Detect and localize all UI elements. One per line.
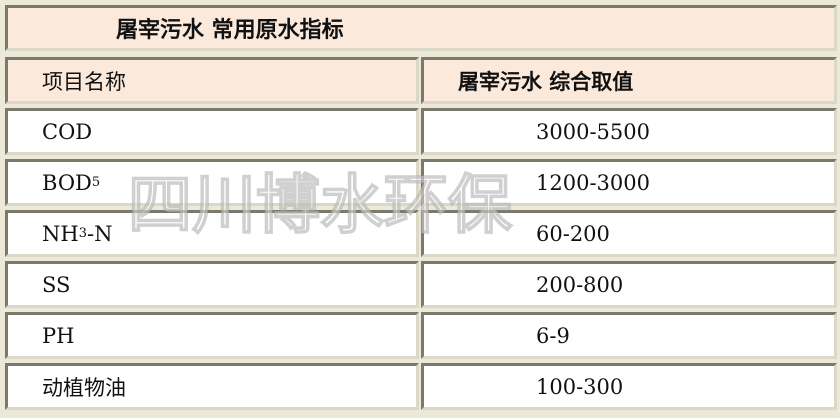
row-value-ss: 200-800 <box>421 261 837 308</box>
nh-tail: -N <box>86 221 113 246</box>
row-name-ph: PH <box>5 312 419 359</box>
header-value: 屠宰污水 综合取值 <box>421 57 837 104</box>
row-value-ph: 6-9 <box>421 312 837 359</box>
row-value-nh3n: 60-200 <box>421 210 837 257</box>
row-value-bod5: 1200-3000 <box>421 159 837 206</box>
row-name-ss: SS <box>5 261 419 308</box>
bod-subscript: 5 <box>91 175 101 190</box>
row-name-bod5: BOD 5 <box>5 159 419 206</box>
nh-text: NH <box>42 221 79 246</box>
row-value-cod: 3000-5500 <box>421 108 837 155</box>
table-title: 屠宰污水 常用原水指标 <box>5 5 837 51</box>
nh-subscript: 3 <box>78 226 87 241</box>
row-name-oil: 动植物油 <box>5 363 419 410</box>
bod-text: BOD <box>42 170 92 195</box>
row-value-oil: 100-300 <box>421 363 837 410</box>
row-name-nh3n: NH 3 -N <box>5 210 419 257</box>
header-item-name: 项目名称 <box>5 57 419 104</box>
row-name-cod: COD <box>5 108 419 155</box>
